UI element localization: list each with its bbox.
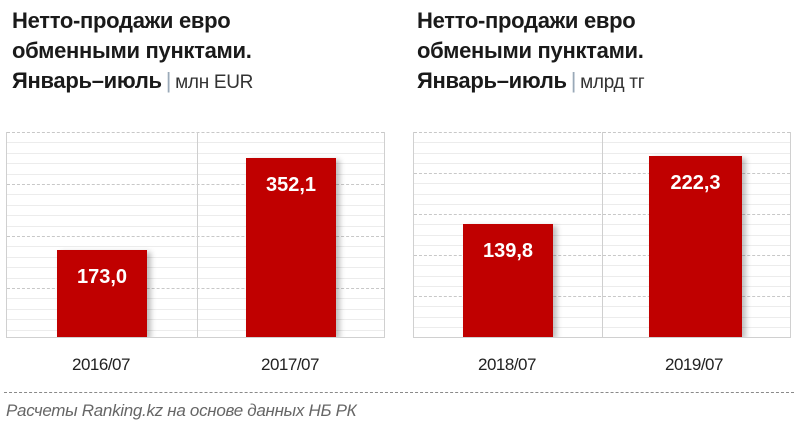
right-title-line1: Нетто-продажи евро bbox=[417, 8, 636, 33]
gridline bbox=[7, 163, 384, 164]
gridline bbox=[7, 257, 384, 258]
gridline bbox=[7, 309, 384, 310]
gridline bbox=[7, 278, 384, 279]
gridline bbox=[7, 288, 384, 289]
gridline bbox=[7, 330, 384, 331]
gridline bbox=[7, 319, 384, 320]
gridline bbox=[7, 267, 384, 268]
left-title-separator: | bbox=[165, 68, 172, 93]
left-title-unit: млн EUR bbox=[175, 72, 254, 93]
gridline bbox=[7, 174, 384, 175]
gridline bbox=[7, 132, 384, 133]
x-axis-label: 2018/07 bbox=[478, 355, 536, 374]
gridline bbox=[7, 298, 384, 299]
gridline bbox=[7, 215, 384, 216]
category-divider bbox=[197, 132, 198, 337]
left-plot-area: 173,0 352,1 bbox=[6, 132, 385, 338]
gridline bbox=[7, 205, 384, 206]
left-chart-title: Нетто-продажи евро обменными пунктами. Я… bbox=[12, 6, 253, 98]
gridline bbox=[7, 153, 384, 154]
right-title-separator: | bbox=[570, 68, 577, 93]
bar-2016-07: 173,0 bbox=[57, 250, 147, 337]
bar-value-label: 222,3 bbox=[670, 172, 721, 194]
bar-value-label: 352,1 bbox=[265, 174, 317, 196]
right-chart-title: Нетто-продажи евро обмеными пунктами. Ян… bbox=[417, 6, 645, 98]
gridline bbox=[7, 236, 384, 237]
right-title-unit: млрд тг bbox=[580, 72, 645, 93]
bar-2019-07: 222,3 bbox=[649, 156, 742, 337]
gridline bbox=[7, 184, 384, 185]
bar-value-label: 173,0 bbox=[76, 266, 128, 288]
right-title-line2: обмеными пунктами. bbox=[417, 38, 644, 63]
left-title-line1: Нетто-продажи евро bbox=[12, 8, 231, 33]
bar-value-label: 139,8 bbox=[482, 240, 534, 262]
x-axis-label: 2019/07 bbox=[665, 355, 723, 374]
source-note: Расчеты Ranking.kz на основе данных НБ Р… bbox=[6, 401, 357, 420]
right-title-line3: Январь–июль | млрд тг bbox=[417, 66, 645, 98]
gridline bbox=[7, 194, 384, 195]
right-title-period: Январь–июль bbox=[417, 68, 567, 93]
category-divider bbox=[602, 132, 603, 337]
left-title-line3: Январь–июль | млн EUR bbox=[12, 66, 253, 98]
bar-2017-07: 352,1 bbox=[246, 158, 336, 337]
footer-divider bbox=[4, 392, 794, 393]
gridline bbox=[7, 142, 384, 143]
x-axis-label: 2017/07 bbox=[261, 355, 319, 374]
gridline bbox=[7, 226, 384, 227]
left-title-period: Январь–июль bbox=[12, 68, 162, 93]
gridline bbox=[7, 246, 384, 247]
bar-2018-07: 139,8 bbox=[463, 224, 553, 337]
x-axis-label: 2016/07 bbox=[72, 355, 130, 374]
right-plot-area: 139,8 222,3 bbox=[413, 132, 791, 338]
left-title-line2: обменными пунктами. bbox=[12, 38, 252, 63]
